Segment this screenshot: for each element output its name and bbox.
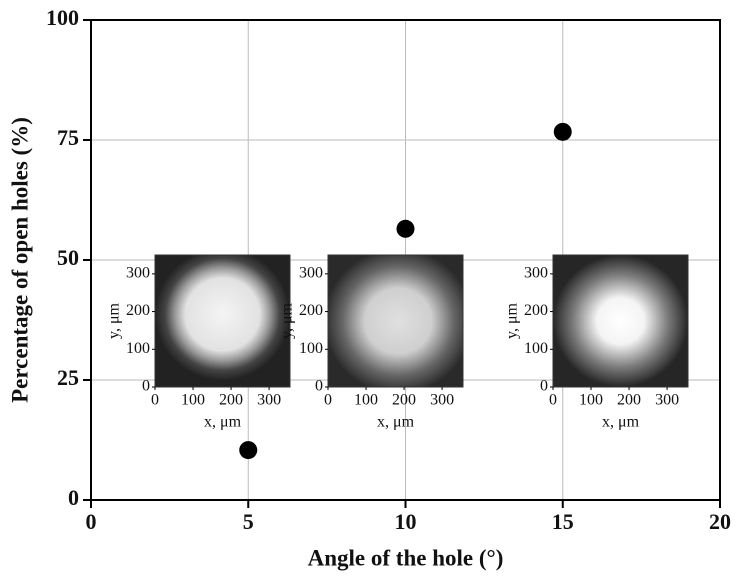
x-tick-label: 20 xyxy=(709,509,731,534)
inset-x-tick-label: 0 xyxy=(549,392,557,409)
y-tick-label: 100 xyxy=(46,5,79,30)
inset-y-tick-label: 100 xyxy=(299,340,323,357)
x-tick-label: 15 xyxy=(552,509,574,534)
inset-x-tick-label: 100 xyxy=(181,392,205,409)
inset-x-tick-label: 300 xyxy=(655,392,679,409)
inset-x-tick-label: 300 xyxy=(430,392,454,409)
inset-frame xyxy=(327,254,464,388)
inset-x-tick-label: 0 xyxy=(324,392,332,409)
inset-frame xyxy=(552,254,689,388)
inset-y-tick-label: 100 xyxy=(126,340,150,357)
inset-x-label: x, μm xyxy=(204,414,242,431)
inset-y-label: y, μm xyxy=(504,302,521,339)
inset-x-tick-label: 200 xyxy=(392,392,416,409)
inset-frame xyxy=(154,254,291,388)
inset-x-label: x, μm xyxy=(602,414,640,431)
inset-y-tick-label: 300 xyxy=(299,265,323,282)
inset-y-tick-label: 0 xyxy=(315,378,323,395)
x-tick-label: 10 xyxy=(395,509,417,534)
inset-y-tick-label: 200 xyxy=(524,302,548,319)
inset-y-tick-label: 300 xyxy=(524,265,548,282)
y-axis-label: Percentage of open holes (%) xyxy=(7,117,32,403)
y-tick-label: 50 xyxy=(57,245,79,270)
x-tick-label: 0 xyxy=(86,509,97,534)
inset-y-tick-label: 200 xyxy=(299,302,323,319)
y-tick-label: 25 xyxy=(57,365,79,390)
inset-x-tick-label: 200 xyxy=(219,392,243,409)
inset-y-tick-label: 0 xyxy=(142,378,150,395)
data-point xyxy=(396,219,415,238)
inset-x-tick-label: 300 xyxy=(257,392,281,409)
inset-y-label: y, μm xyxy=(279,302,296,339)
inset-image xyxy=(553,255,688,387)
y-tick-label: 0 xyxy=(68,485,79,510)
x-tick-label: 5 xyxy=(243,509,254,534)
inset-x-tick-label: 100 xyxy=(354,392,378,409)
inset-y-tick-label: 300 xyxy=(126,265,150,282)
data-point xyxy=(239,441,258,460)
inset-y-label: y, μm xyxy=(106,302,123,339)
x-axis-label: Angle of the hole (°) xyxy=(308,545,504,570)
inset-x-tick-label: 100 xyxy=(579,392,603,409)
inset-y-tick-label: 200 xyxy=(126,302,150,319)
data-point xyxy=(553,122,572,141)
inset-y-tick-label: 100 xyxy=(524,340,548,357)
inset-x-tick-label: 200 xyxy=(617,392,641,409)
inset-image xyxy=(155,255,290,387)
inset-x-label: x, μm xyxy=(377,414,415,431)
inset-image xyxy=(328,255,463,387)
inset-y-tick-label: 0 xyxy=(540,378,548,395)
y-tick-label: 75 xyxy=(57,125,79,150)
inset-x-tick-label: 0 xyxy=(151,392,159,409)
